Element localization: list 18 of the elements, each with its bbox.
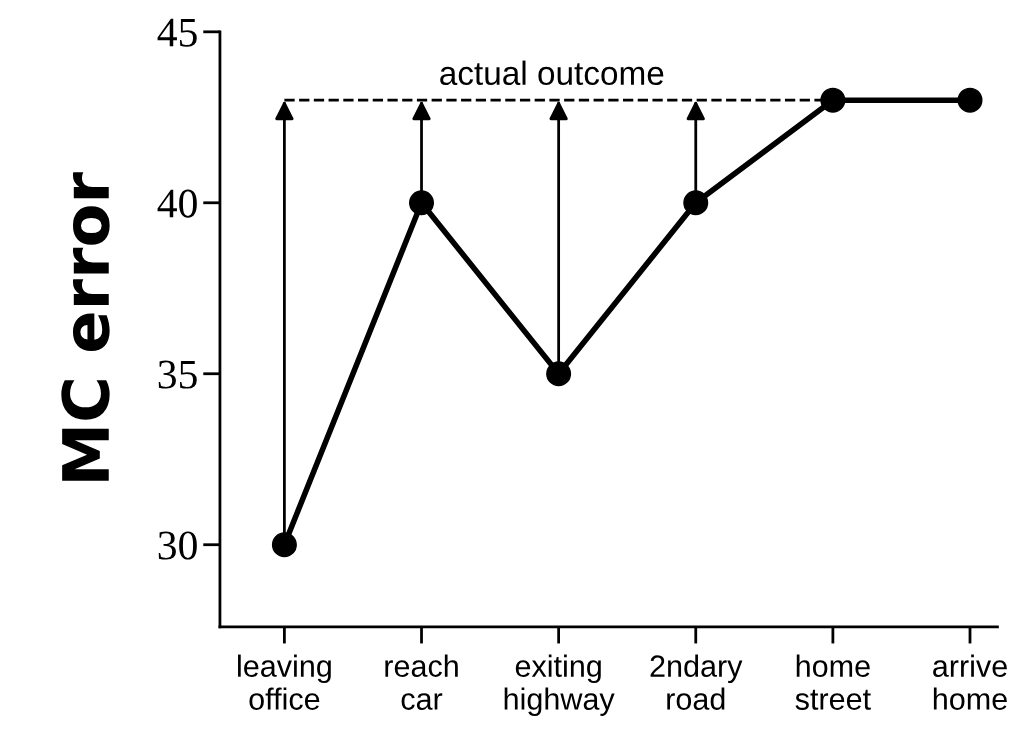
point — [271, 532, 297, 558]
x-tick-label: 2ndary road — [650, 654, 743, 710]
point — [820, 87, 846, 113]
point — [546, 361, 572, 387]
ref-line-label: actual outcome — [440, 60, 664, 86]
y-axis-title: MC error — [61, 172, 110, 481]
point — [409, 190, 435, 216]
point — [957, 87, 983, 113]
x-tick-label: exiting highway — [504, 654, 615, 716]
x-tick-label: reach car — [385, 654, 458, 710]
point — [683, 190, 709, 216]
x-tick-label: leaving office — [238, 654, 331, 710]
x-tick-label: home street — [795, 654, 871, 710]
y-tick-label: 30 — [158, 531, 197, 560]
y-tick-label: 35 — [158, 360, 197, 389]
y-tick-label: 45 — [157, 18, 197, 47]
y-tick-label: 40 — [157, 189, 197, 218]
x-tick-label: arrive home — [933, 654, 1007, 710]
